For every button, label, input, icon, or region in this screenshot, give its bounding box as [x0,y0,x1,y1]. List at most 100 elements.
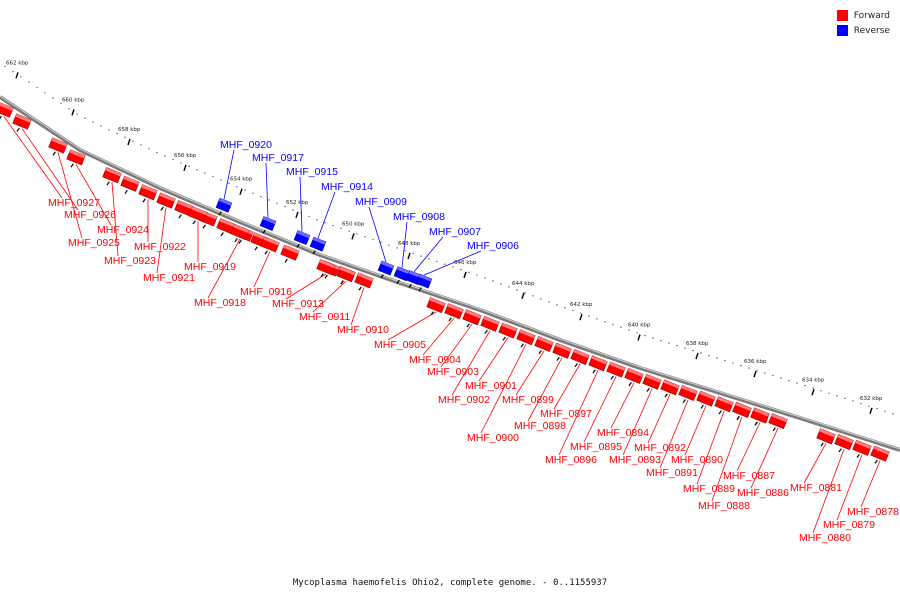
gene-box-mhf_0879[interactable] [850,439,872,461]
gene-label-mhf_0888[interactable]: MHF_0888 [698,500,750,512]
gene-box-mhf_0925[interactable] [46,137,68,159]
gene-box-mhf_0904[interactable] [442,303,464,325]
gene-box-mhf_0916[interactable] [258,236,280,258]
gene-box-mhf_0878[interactable] [868,445,890,467]
gene-box-mhf_0899[interactable] [532,335,554,357]
gene-box-mhf_0913[interactable] [314,259,336,280]
gene-box-mhf_0926[interactable] [10,113,32,135]
gene-box-mhf_0880[interactable] [832,434,854,455]
gene-label-mhf_0901[interactable]: MHF_0901 [465,380,517,392]
ruler-dot [780,377,782,379]
gene-box-extra[interactable] [118,175,140,197]
gene-box-extra[interactable] [214,218,236,239]
gene-label-mhf_0922[interactable]: MHF_0922 [134,241,186,253]
gene-box-tick [340,280,344,285]
gene-label-mhf_0918[interactable]: MHF_0918 [194,297,246,309]
gene-label-mhf_0893[interactable]: MHF_0893 [609,454,661,466]
gene-box-mhf_0889[interactable] [712,396,734,418]
gene-box-mhf_0915[interactable] [292,230,311,251]
gene-box-mhf_0898[interactable] [550,342,572,364]
gene-label-mhf_0886[interactable]: MHF_0886 [737,487,789,499]
gene-box-mhf_0887[interactable] [748,407,770,429]
gene-label-mhf_0926[interactable]: MHF_0926 [64,209,116,221]
gene-box-mhf_0906[interactable] [414,273,433,294]
gene-label-mhf_0878[interactable]: MHF_0878 [847,506,899,518]
gene-label-mhf_0903[interactable]: MHF_0903 [427,366,479,378]
gene-box-mhf_0927[interactable] [0,101,14,123]
ruler-dot [108,129,110,131]
gene-label-mhf_0902[interactable]: MHF_0902 [438,394,490,406]
gene-label-mhf_0879[interactable]: MHF_0879 [823,519,875,531]
gene-box-mhf_0903[interactable] [460,309,482,331]
gene-box-mhf_0911[interactable] [334,266,356,287]
gene-box-body [678,384,698,402]
gene-label-mhf_0924[interactable]: MHF_0924 [97,224,149,236]
gene-label-mhf_0897[interactable]: MHF_0897 [540,408,592,420]
gene-box-mhf_0914[interactable] [308,236,327,257]
gene-box-mhf_0910[interactable] [352,272,374,294]
gene-label-mhf_0905[interactable]: MHF_0905 [374,339,426,351]
gene-label-mhf_0906[interactable]: MHF_0906 [467,240,519,252]
gene-box-mhf_0901[interactable] [496,322,518,344]
gene-label-mhf_0917[interactable]: MHF_0917 [252,152,304,164]
gene-box-mhf_0905[interactable] [424,297,446,319]
gene-box-mhf_0892[interactable] [658,379,680,401]
gene-box-mhf_0919[interactable] [186,206,208,228]
gene-label-mhf_0889[interactable]: MHF_0889 [683,483,735,495]
gene-label-mhf_0925[interactable]: MHF_0925 [68,237,120,249]
gene-label-mhf_0923[interactable]: MHF_0923 [104,255,156,267]
gene-box-mhf_0922[interactable] [136,184,158,206]
gene-label-mhf_0910[interactable]: MHF_0910 [337,324,389,336]
gene-label-mhf_0919[interactable]: MHF_0919 [184,261,236,273]
gene-label-mhf_0880[interactable]: MHF_0880 [799,532,851,544]
gene-box-mhf_0897[interactable] [568,348,590,370]
gene-label-mhf_0881[interactable]: MHF_0881 [790,482,842,494]
gene-box-mhf_0920[interactable] [214,197,233,218]
gene-label-mhf_0904[interactable]: MHF_0904 [409,354,461,366]
gene-box-extra[interactable] [172,200,194,222]
ruler-dot [604,321,606,323]
gene-box-mhf_0917[interactable] [258,216,277,236]
gene-label-mhf_0921[interactable]: MHF_0921 [143,272,195,284]
gene-box-mhf_0893[interactable] [640,373,662,395]
gene-label-mhf_0920[interactable]: MHF_0920 [220,139,272,151]
gene-label-mhf_0890[interactable]: MHF_0890 [671,454,723,466]
gene-label-mhf_0900[interactable]: MHF_0900 [467,432,519,444]
gene-label-mhf_0899[interactable]: MHF_0899 [502,394,554,406]
gene-label-mhf_0892[interactable]: MHF_0892 [634,442,686,454]
gene-box-mhf_0924[interactable] [64,149,86,171]
gene-label-mhf_0915[interactable]: MHF_0915 [286,166,338,178]
gene-box-mhf_0886[interactable] [766,413,788,434]
gene-box-mhf_0890[interactable] [694,390,716,412]
gene-box-mhf_0900[interactable] [514,329,536,351]
gene-label-mhf_0895[interactable]: MHF_0895 [570,441,622,453]
gene-box-mhf_0909[interactable] [376,260,395,281]
gene-label-mhf_0907[interactable]: MHF_0907 [429,226,481,238]
gene-label-mhf_0894[interactable]: MHF_0894 [597,427,649,439]
gene-box-mhf_0902[interactable] [478,315,500,337]
gene-box-mhf_0896[interactable] [586,355,608,377]
gene-box-mhf_0881[interactable] [814,428,836,450]
gene-box-mhf_0923[interactable] [100,167,122,189]
gene-box-mhf_0894[interactable] [622,367,644,389]
gene-label-mhf_0909[interactable]: MHF_0909 [355,196,407,208]
gene-label-mhf_0887[interactable]: MHF_0887 [723,470,775,482]
gene-box-mhf_0888[interactable] [730,401,752,423]
gene-box-mhf_0895[interactable] [604,361,626,383]
gene-box-mhf_0908[interactable] [392,266,411,287]
gene-label-mhf_0911[interactable]: MHF_0911 [299,311,350,323]
gene-box-mhf_0918[interactable] [228,223,250,245]
gene-box-tick [772,427,776,432]
gene-label-mhf_0896[interactable]: MHF_0896 [545,454,597,466]
gene-label-mhf_0891[interactable]: MHF_0891 [646,467,698,479]
gene-label-mhf_0914[interactable]: MHF_0914 [321,181,373,193]
gene-label-mhf_0908[interactable]: MHF_0908 [393,211,445,223]
gene-box-mhf_0891[interactable] [676,384,698,406]
gene-box-top [645,374,662,383]
gene-label-mhf_0913[interactable]: MHF_0913 [272,298,324,310]
gene-label-mhf_0927[interactable]: MHF_0927 [48,197,100,209]
gene-label-mhf_0916[interactable]: MHF_0916 [240,286,292,298]
gene-box-extra[interactable] [278,244,300,266]
gene-box-mhf_0921[interactable] [154,192,176,214]
gene-label-mhf_0898[interactable]: MHF_0898 [514,420,566,432]
